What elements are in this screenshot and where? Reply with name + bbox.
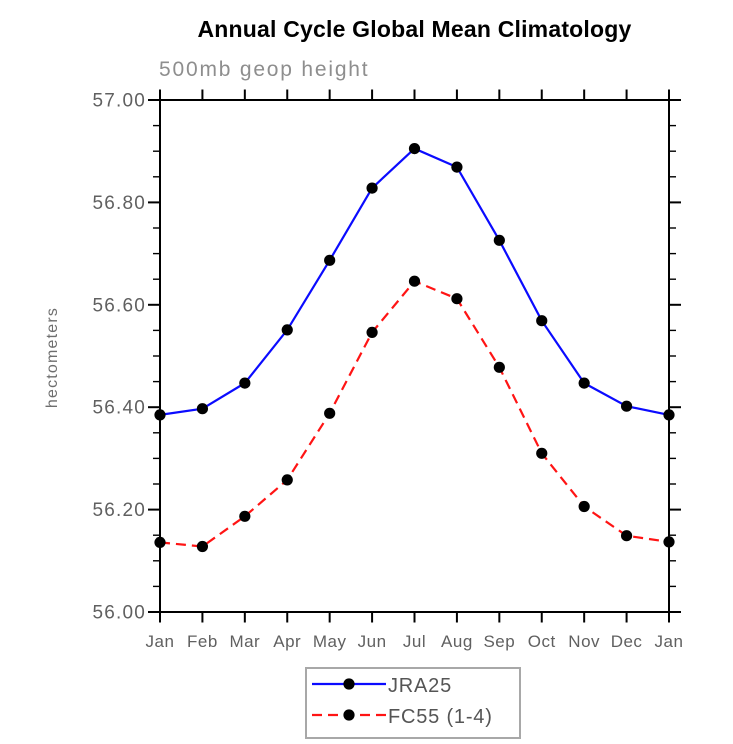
y-tick-label: 57.00 [92,91,146,112]
legend-marker [343,677,355,690]
legend-box: JRA25 FC55 (1-4) [305,667,521,739]
x-tick-label: Dec [611,632,643,651]
data-point-marker [663,536,675,548]
data-point-marker [281,324,293,336]
data-point-marker [451,293,463,305]
x-tick-label: Jul [403,632,426,651]
legend-label-fc55: FC55 (1-4) [388,705,493,728]
legend-sample-svg [312,708,386,721]
data-point-marker [620,530,633,542]
data-point-marker [493,361,505,373]
chart-subtitle: 500mb geop height [159,58,370,81]
data-point-marker [493,234,505,246]
data-point-marker [154,536,166,549]
x-tick-label: Aug [441,632,473,651]
data-point-marker [536,447,548,459]
data-point-marker [620,400,633,412]
data-point-marker [324,407,336,419]
data-point-marker [196,540,209,553]
data-point-marker [408,143,421,155]
legend-marker [343,708,355,721]
x-tick-label: Nov [568,632,600,651]
legend-entry-jra25: JRA25 [311,675,452,697]
x-tick-label: Jun [358,632,387,651]
data-point-marker [578,377,590,389]
x-tick-label: Apr [273,632,301,651]
y-tick-label: 56.40 [92,398,146,419]
data-point-marker [408,275,421,287]
legend-line-sample-jra25 [311,676,387,697]
x-tick-label: May [313,632,347,651]
x-tick-label: Jan [655,632,684,651]
y-tick-label: 56.80 [92,193,146,214]
data-point-marker [578,500,590,513]
legend-entry-fc55: FC55 (1-4) [311,706,493,728]
y-tick-label: 56.00 [92,603,146,624]
data-point-marker [239,510,251,522]
x-tick-label: Oct [528,632,556,651]
y-tick-label: 56.60 [92,295,146,316]
y-tick-label: 56.20 [92,500,146,521]
data-point-marker [324,254,336,266]
series-line-fc55 [159,279,670,548]
data-point-marker [196,403,209,415]
data-point-marker [366,182,378,194]
plot-frame [159,99,670,613]
data-point-marker [451,161,463,173]
x-tick-label: Sep [483,632,515,651]
x-tick-label: Mar [229,632,260,651]
data-point-marker [366,326,378,338]
legend-sample-svg [312,677,386,690]
data-point-marker [281,474,293,486]
chart-title: Annual Cycle Global Mean Climatology [197,16,632,42]
x-tick-label: Jan [146,632,175,651]
data-point-marker [239,377,251,389]
legend-label-jra25: JRA25 [388,674,453,697]
data-point-marker [536,315,548,327]
data-point-marker [663,409,675,421]
legend-line-sample-fc55 [311,707,387,728]
data-point-marker [154,409,166,421]
x-tick-label: Feb [187,632,218,651]
